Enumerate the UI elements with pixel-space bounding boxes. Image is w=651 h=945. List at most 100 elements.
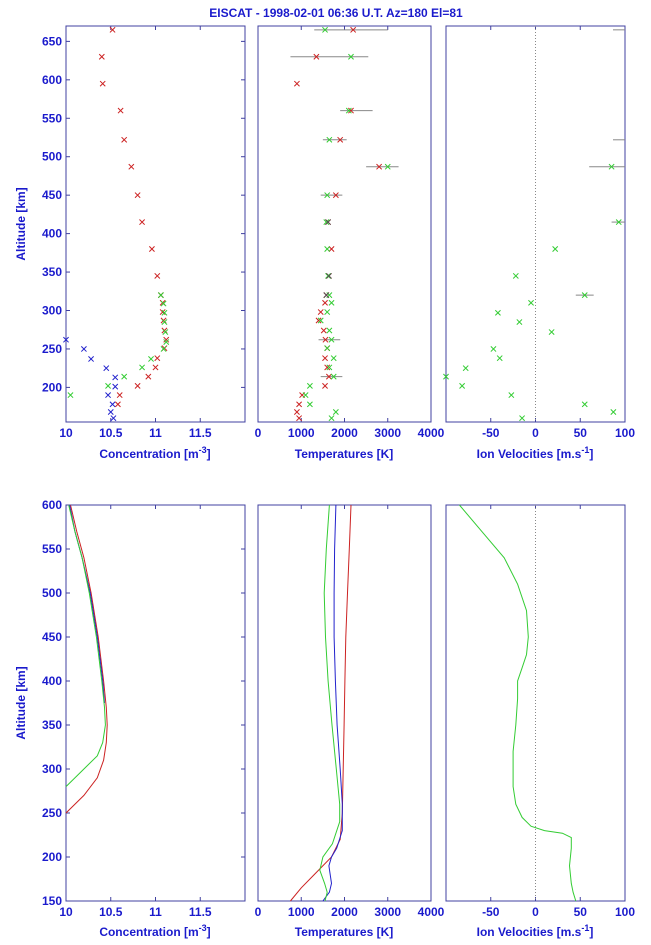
data-point-red: [322, 299, 328, 306]
data-point-red: [159, 309, 166, 315]
data-point-green: [323, 219, 330, 226]
y-tick-label: 350: [42, 718, 62, 732]
y-tick-label: 200: [42, 850, 62, 864]
data-point-blue: [107, 409, 114, 415]
x-tick-label: 2000: [331, 905, 358, 919]
x-tick-label: 50: [574, 905, 588, 919]
y-tick-label: 500: [42, 150, 62, 164]
panel-frame: [257, 25, 432, 423]
data-point-red: [328, 246, 335, 252]
data-point-green: [306, 401, 313, 408]
x-tick-label: 100: [615, 905, 635, 919]
series-line-green: [65, 504, 106, 787]
data-point-blue: [112, 374, 119, 381]
data-point-red: [317, 309, 324, 315]
data-point-green: [325, 272, 332, 279]
data-point-red: [320, 327, 327, 334]
y-tick-label: 600: [42, 498, 62, 512]
series-line-blue: [322, 504, 343, 902]
data-point-red: [117, 107, 124, 114]
data-point-blue: [80, 345, 87, 352]
data-point-green: [326, 136, 333, 143]
data-point-green: [324, 246, 331, 252]
x-tick-label: 11: [149, 905, 162, 919]
data-point-red: [109, 26, 116, 33]
data-point-green: [581, 292, 588, 299]
y-tick-label: 250: [42, 342, 62, 356]
data-point-green: [443, 373, 449, 380]
data-point-red: [322, 336, 329, 343]
data-point-red: [324, 364, 331, 371]
series-line-green: [319, 504, 341, 902]
data-point-green: [615, 219, 622, 226]
y-tick-label: 300: [42, 304, 62, 318]
x-axis-label: Temperatures [K]: [295, 447, 393, 461]
data-point-green: [105, 382, 112, 389]
data-point-red: [148, 246, 155, 252]
x-tick-label: 4000: [418, 426, 445, 440]
panel-4-marks: 0 1000 2000 3000 4000: [255, 504, 445, 919]
x-tick-label: 0: [255, 426, 262, 440]
data-point-green: [328, 336, 335, 343]
data-point-green: [552, 246, 559, 252]
series-line-green: [459, 504, 577, 902]
data-point-blue: [103, 365, 110, 372]
data-point-red: [134, 382, 141, 389]
x-tick-label: 11.5: [189, 905, 212, 919]
series-line-blue: [69, 504, 105, 704]
data-point-dark: [325, 272, 332, 279]
y-axis-label: Altitude [km]: [14, 187, 28, 260]
panel-top-temperatures: Temperatures [K]: [257, 25, 432, 461]
data-point-green: [330, 355, 337, 362]
data-point-green: [328, 299, 335, 306]
data-point-dark: [325, 219, 332, 226]
data-point-green: [324, 345, 331, 352]
data-point-red: [313, 53, 320, 60]
y-tick-label: 400: [42, 227, 62, 241]
data-point-green: [348, 53, 354, 60]
data-point-red: [376, 163, 383, 170]
series-line-red: [65, 504, 108, 814]
panel-top-concentration: Altitude [km] Concentration [m-3]: [14, 25, 246, 461]
panel-frame: [65, 504, 246, 902]
data-point-green: [326, 327, 333, 334]
series-line-red: [290, 504, 352, 902]
x-axis-label: Temperatures [K]: [295, 925, 393, 939]
x-tick-label: -50: [482, 905, 500, 919]
data-point-green: [121, 373, 128, 380]
x-axis-label: Concentration [m-3]: [99, 445, 210, 461]
data-point-green: [496, 355, 503, 362]
data-point-green: [157, 292, 164, 299]
data-point-green: [160, 300, 167, 307]
data-point-green: [163, 339, 170, 345]
x-tick-label: 0: [255, 905, 262, 919]
data-point-red: [296, 401, 303, 408]
data-point-green: [581, 401, 588, 408]
data-point-green: [528, 299, 534, 306]
data-point-green: [306, 382, 313, 389]
x-tick-label: 1000: [288, 426, 315, 440]
data-point-red: [296, 415, 303, 422]
data-point-green: [610, 409, 617, 415]
x-tick-label: -50: [482, 426, 500, 440]
x-tick-label: 11: [149, 426, 162, 440]
data-point-green: [330, 373, 337, 380]
data-point-red: [337, 136, 344, 143]
data-point-red: [145, 373, 152, 380]
y-tick-label: 450: [42, 188, 62, 202]
data-point-red: [98, 53, 105, 60]
data-point-green: [462, 365, 469, 372]
data-point-blue: [63, 336, 69, 343]
y-tick-label: 500: [42, 586, 62, 600]
y-tick-label: 350: [42, 265, 62, 279]
data-point-green: [459, 382, 466, 389]
x-tick-label: 0: [532, 426, 539, 440]
data-point-red: [348, 107, 354, 114]
x-axis-label: Concentration [m-3]: [99, 923, 210, 939]
y-tick-label: 200: [42, 380, 62, 394]
data-point-red: [315, 317, 322, 324]
data-point-green: [161, 309, 168, 316]
x-tick-label: 10.5: [99, 426, 123, 440]
y-tick-label: 650: [42, 34, 62, 48]
data-point-red: [350, 26, 357, 33]
